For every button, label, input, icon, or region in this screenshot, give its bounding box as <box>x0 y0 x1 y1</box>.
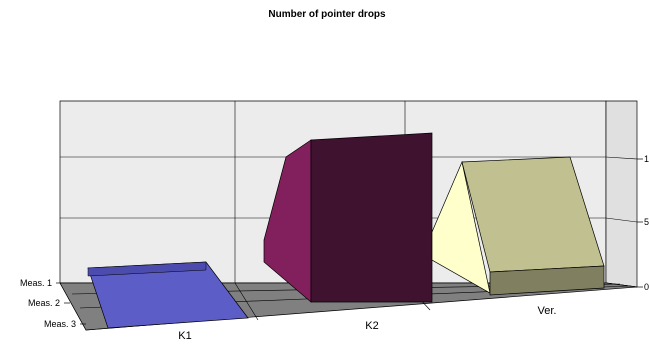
right-wall <box>605 100 638 288</box>
series-label: Meas. 1 <box>20 278 52 288</box>
ver-base <box>489 265 605 296</box>
k1-back-edge <box>87 261 207 277</box>
floor-line <box>234 282 259 321</box>
k2-front <box>310 132 433 303</box>
gridline <box>605 156 638 160</box>
z-axis <box>637 158 643 288</box>
category-label: K1 <box>178 330 191 342</box>
z-tick-label: 1 <box>644 154 649 164</box>
category-label: Ver. <box>538 305 557 317</box>
z-tick-label: 5 <box>644 217 649 227</box>
category-label: K2 <box>365 320 378 332</box>
chart-title: Number of pointer drops <box>268 9 386 20</box>
series-label: Meas. 3 <box>44 319 76 329</box>
gridline <box>605 217 638 223</box>
series-label: Meas. 2 <box>28 298 60 308</box>
z-tick-label: 0 <box>644 282 649 292</box>
